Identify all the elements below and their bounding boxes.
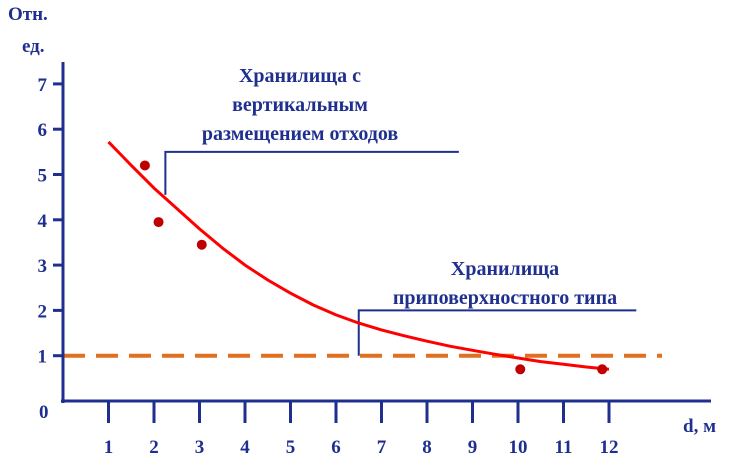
annotation-leader [357, 309, 637, 356]
data-point [597, 364, 608, 375]
y-tick-label: 1 [38, 347, 48, 368]
x-tick-label: 1 [104, 437, 114, 458]
annotation-label-line: вертикальным [232, 94, 368, 116]
data-point [153, 217, 164, 228]
trend-curve-group [107, 140, 610, 371]
x-tick-label: 9 [468, 437, 478, 458]
annotation-label-line: размещением отходов [202, 123, 399, 145]
x-tick-label: 7 [377, 437, 387, 458]
x-tick-label: 11 [555, 437, 573, 458]
x-tick-label: 3 [195, 437, 205, 458]
trend-curve [107, 140, 610, 371]
data-point [139, 160, 150, 171]
y-axis-title-line2: ед. [22, 36, 45, 57]
data-point [196, 239, 207, 250]
data-point [515, 364, 526, 375]
annotation-leader [164, 150, 459, 195]
x-tick-label: 4 [240, 437, 250, 458]
annotation-label-line: Хранилища с [239, 65, 361, 87]
y-tick-label: 3 [38, 256, 48, 277]
x-axis-title: d, м [683, 416, 716, 437]
x-tick-label: 10 [509, 437, 528, 458]
y-axis-title-line1: Отн. [8, 4, 48, 25]
annotation-label-line: Хранилища [451, 258, 559, 280]
x-tick-label: 5 [286, 437, 296, 458]
y-tick-label: 7 [38, 75, 48, 96]
y-tick-label: 4 [38, 211, 48, 232]
x-tick-label: 8 [422, 437, 432, 458]
annotation-label-line: приповерхностного типа [393, 287, 617, 309]
x-tick-label: 12 [600, 437, 619, 458]
origin-label: 0 [39, 402, 49, 423]
y-tick-label: 6 [38, 120, 48, 141]
data-points [139, 160, 608, 375]
x-tick-label: 6 [331, 437, 341, 458]
y-tick-label: 5 [38, 166, 48, 187]
x-tick-label: 2 [149, 437, 159, 458]
y-tick-label: 2 [38, 301, 48, 322]
annotations: Хранилища с вертикальным размещением отход… [164, 65, 637, 356]
